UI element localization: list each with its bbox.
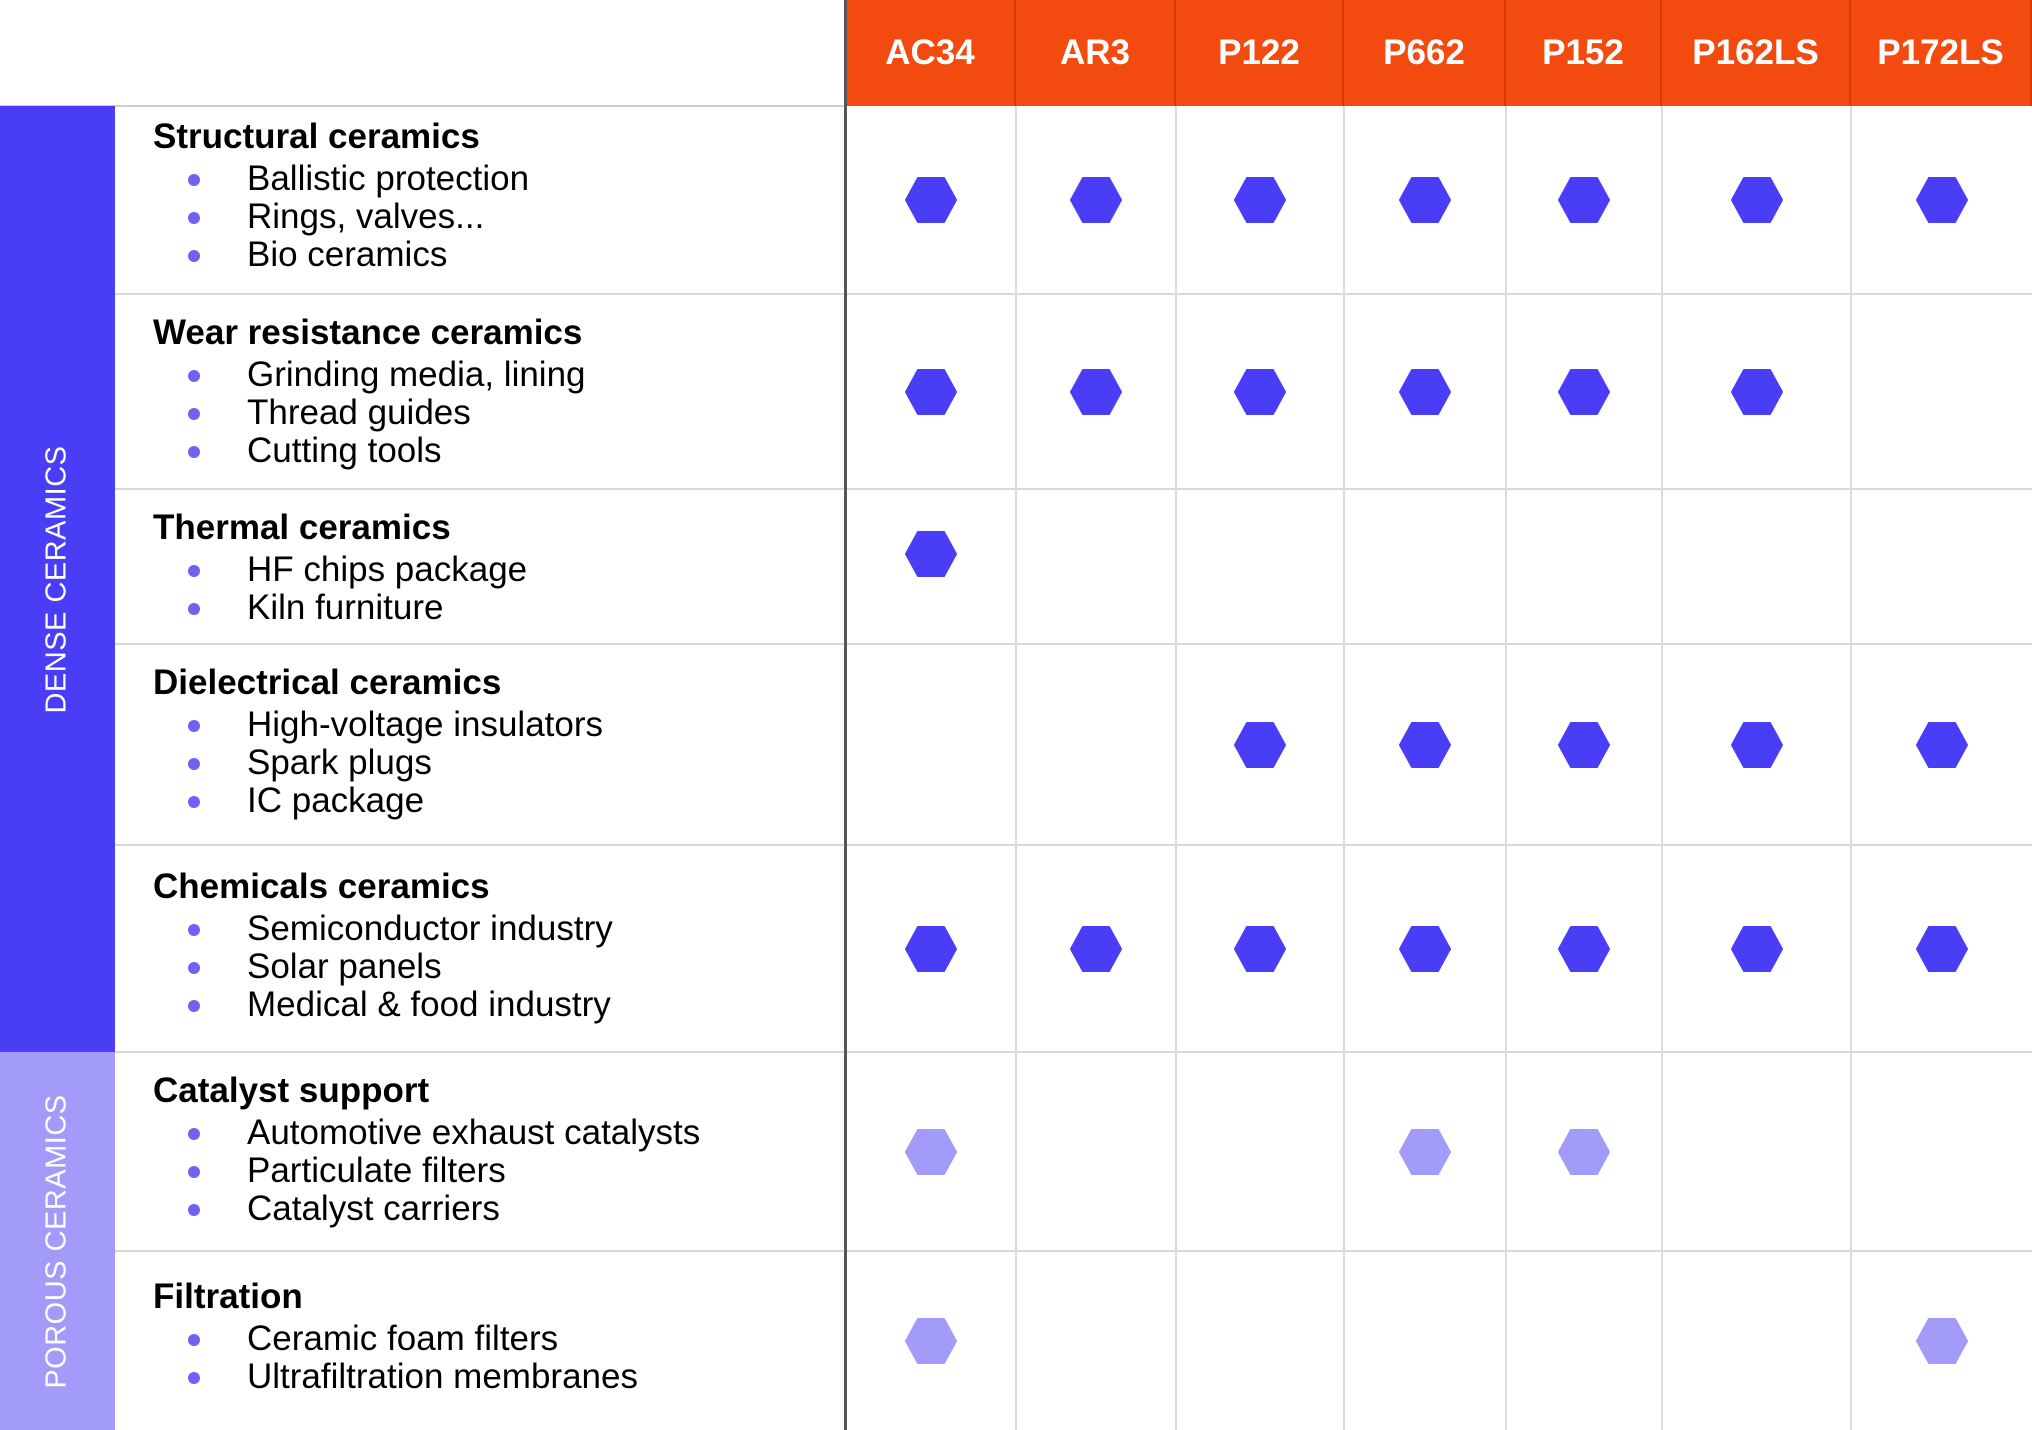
hexagon-marker-icon [1234,721,1286,768]
hexagon-marker-icon [1915,925,1968,972]
column-divider [1661,106,1663,1430]
column-header-p662: P662 [1344,0,1506,106]
row-title: Chemicals ceramics [153,867,490,906]
row-title: Dielectrical ceramics [153,663,502,702]
hexagon-marker-icon [1234,368,1286,415]
application-list: Automotive exhaust catalysts Particulate … [150,1114,840,1228]
hexagon-marker-icon [905,1317,957,1364]
hexagon-marker-icon [1070,177,1122,223]
row-divider [115,488,2032,490]
column-header-ac34: AC34 [846,0,1016,106]
group-band-dense [0,106,115,1052]
hexagon-marker-icon [1399,721,1451,768]
group-band-porous [0,1052,115,1430]
application-list: Ceramic foam filters Ultrafiltration memb… [150,1320,840,1396]
application-list: Grinding media, lining Thread guides Cutti… [150,356,840,470]
hexagon-marker-icon [1915,177,1968,223]
hexagon-marker-icon [1558,925,1610,972]
hexagon-marker-icon [905,1128,957,1175]
application-item: Cutting tools [150,432,840,470]
hexagon-marker-icon [1399,177,1451,223]
matrix-left-border [844,0,847,1430]
hexagon-marker-icon [1915,1317,1968,1364]
application-item: Solar panels [150,948,840,986]
hexagon-marker-icon [1070,368,1122,415]
hexagon-marker-icon [1730,177,1783,223]
application-item: Medical & food industry [150,986,840,1024]
application-item: Catalyst carriers [150,1190,840,1228]
row-divider [115,643,2032,645]
row-label: Wear resistance ceramics Grinding media, … [150,312,840,470]
hexagon-marker-icon [1730,368,1783,415]
application-item: Ultrafiltration membranes [150,1358,840,1396]
hexagon-marker-icon [1234,925,1286,972]
hexagon-marker-icon [905,925,957,972]
application-item: IC package [150,782,840,820]
hexagon-marker-icon [1234,177,1286,223]
column-header-p152: P152 [1506,0,1662,106]
application-item: Thread guides [150,394,840,432]
row-title: Wear resistance ceramics [153,313,583,352]
application-item: Automotive exhaust catalysts [150,1114,840,1152]
application-list: High-voltage insulators Spark plugs IC pac… [150,706,840,820]
application-item: Particulate filters [150,1152,840,1190]
application-list: Ballistic protection Rings, valves... Bio … [150,160,840,274]
column-divider [1175,106,1177,1430]
row-label: Catalyst support Automotive exhaust catal… [150,1070,840,1228]
hexagon-marker-icon [905,368,957,415]
hexagon-marker-icon [1558,177,1610,223]
header-divider [0,105,846,107]
row-divider [115,293,2032,295]
column-header-p122: P122 [1176,0,1344,106]
group-label-dense: DENSE CERAMICS [0,106,115,1052]
group-label-text: POROUS CERAMICS [41,1093,74,1389]
application-list: Semiconductor industry Solar panels Medica… [150,910,840,1024]
row-divider [115,1051,2032,1053]
hexagon-marker-icon [1730,925,1783,972]
application-item: Spark plugs [150,744,840,782]
column-header-ar3: AR3 [1016,0,1176,106]
row-label: Thermal ceramics HF chips package Kiln fur… [150,507,840,627]
hexagon-marker-icon [905,177,957,223]
row-label: Chemicals ceramics Semiconductor industry… [150,866,840,1024]
hexagon-marker-icon [1399,368,1451,415]
group-label-porous: POROUS CERAMICS [0,1052,115,1430]
hexagon-marker-icon [1070,925,1122,972]
row-title: Catalyst support [153,1071,430,1110]
hexagon-marker-icon [1558,1128,1610,1175]
application-item: High-voltage insulators [150,706,840,744]
hexagon-marker-icon [1915,721,1968,768]
column-header-p172ls: P172LS [1851,0,2032,106]
column-header-row: AC34 AR3 P122 P662 P152 P162LS P172LS [0,0,2032,106]
row-label: Structural ceramics Ballistic protection R… [150,116,840,274]
application-item: Bio ceramics [150,236,840,274]
hexagon-marker-icon [1399,1128,1451,1175]
hexagon-marker-icon [1730,721,1783,768]
hexagon-marker-icon [1558,368,1610,415]
row-divider [115,844,2032,846]
row-label: Filtration Ceramic foam filters Ultrafiltr… [150,1276,840,1396]
hexagon-marker-icon [1399,925,1451,972]
application-item: HF chips package [150,551,840,589]
application-item: Semiconductor industry [150,910,840,948]
application-item: Ceramic foam filters [150,1320,840,1358]
column-divider [1505,106,1507,1430]
row-divider [115,1250,2032,1252]
row-label: Dielectrical ceramics High-voltage insula… [150,662,840,820]
application-list: HF chips package Kiln furniture [150,551,840,627]
application-item: Rings, valves... [150,198,840,236]
row-title: Thermal ceramics [153,508,451,547]
hexagon-marker-icon [1558,721,1610,768]
column-divider [1850,106,1852,1430]
application-item: Ballistic protection [150,160,840,198]
application-item: Kiln furniture [150,589,840,627]
column-divider [1343,106,1345,1430]
hexagon-marker-icon [905,530,957,577]
row-title: Filtration [153,1277,303,1316]
application-item: Grinding media, lining [150,356,840,394]
column-header-p162ls: P162LS [1662,0,1851,106]
group-label-text: DENSE CERAMICS [41,444,74,714]
column-divider [1015,106,1017,1430]
row-title: Structural ceramics [153,117,480,156]
